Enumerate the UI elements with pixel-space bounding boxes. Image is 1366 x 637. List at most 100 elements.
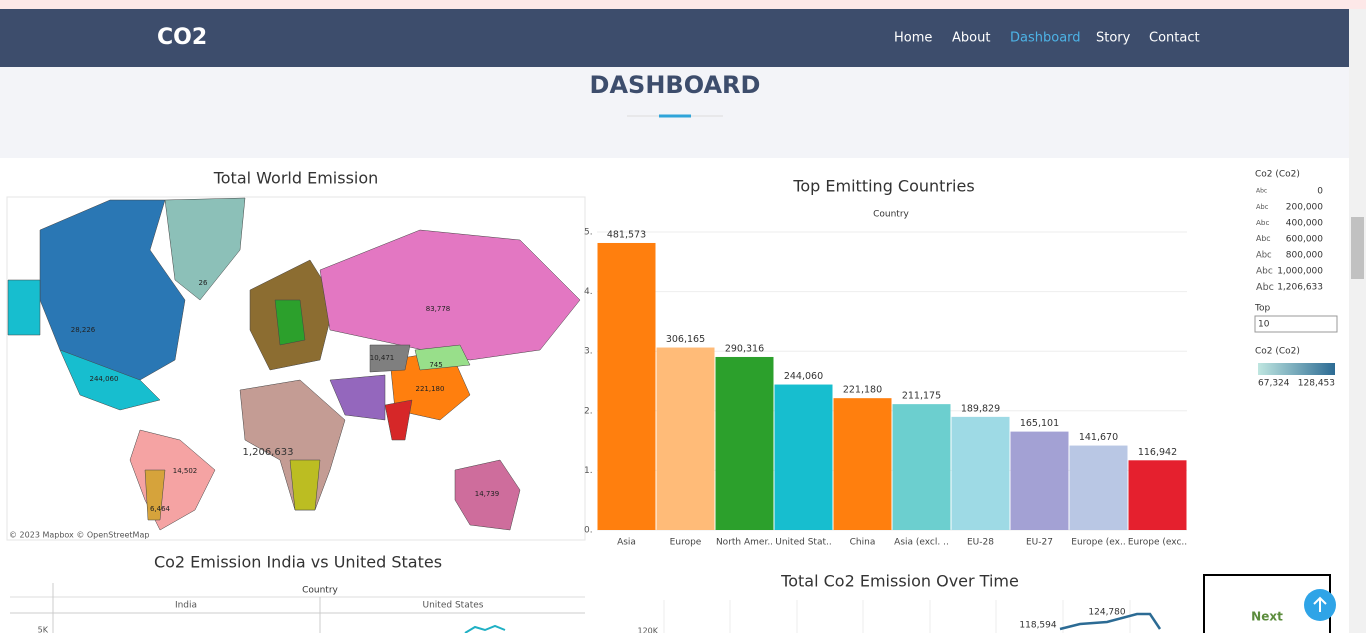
- legend-marker: Abc: [1256, 188, 1267, 195]
- legend-value: 600,000: [1286, 235, 1323, 245]
- value-label: 244,060: [784, 371, 823, 382]
- legend-value: 1,206,633: [1277, 283, 1323, 293]
- heading-band: [0, 67, 1349, 158]
- x-tick-label: Europe (ex..: [1071, 538, 1125, 548]
- value-label: 306,165: [666, 334, 705, 345]
- value-label: 211,175: [902, 391, 941, 402]
- value-label: 481,573: [607, 229, 646, 240]
- legend-marker: Abc: [1256, 203, 1269, 211]
- legend-value: 1,000,000: [1277, 267, 1323, 277]
- value-label: 221,180: [843, 385, 882, 396]
- column-label: United States: [423, 601, 484, 611]
- size-legend: Abc 0 Abc 200,000 Abc 400,000 Abc 600,000 Abc 800…: [1256, 187, 1323, 294]
- bar: [892, 404, 951, 530]
- bar: [656, 347, 715, 530]
- value-label: 116,942: [1138, 447, 1177, 458]
- bar: [951, 416, 1010, 530]
- value-label: 165,101: [1020, 418, 1059, 429]
- map-label: 28,226: [71, 326, 96, 334]
- nav-link[interactable]: Home: [894, 31, 932, 46]
- point-label: 118,594: [1019, 621, 1056, 631]
- map-title: Total World Emission: [213, 169, 379, 188]
- x-tick-label: Europe: [670, 538, 702, 548]
- map-label: 745: [429, 361, 442, 369]
- nav-link[interactable]: About: [952, 31, 990, 46]
- page-heading: DASHBOARD: [590, 71, 761, 99]
- nav-link[interactable]: Story: [1096, 31, 1131, 46]
- y-tick-label: 2.: [584, 406, 593, 416]
- legend-value: 0: [1317, 187, 1323, 197]
- x-tick-label: North Amer..: [716, 538, 773, 548]
- map-label: 14,502: [173, 467, 198, 475]
- bar: [1069, 445, 1128, 530]
- color-min: 67,324: [1258, 379, 1290, 389]
- x-tick-label: United Stat..: [775, 538, 831, 548]
- x-tick-label: EU-27: [1026, 538, 1053, 548]
- map-label: 14,739: [475, 490, 500, 498]
- chart-title: Top Emitting Countries: [792, 177, 974, 196]
- x-tick-label: EU-28: [967, 538, 994, 548]
- series-line: [464, 624, 506, 634]
- bar: [597, 242, 656, 531]
- series-line: [1059, 612, 1162, 631]
- map-label: 26: [199, 279, 208, 287]
- y-tick-label: 1.: [584, 466, 593, 476]
- bar: [1128, 460, 1187, 530]
- bar-chart: Top Emitting Countries Country 0. 1. 2. 3. 4…: [584, 177, 1187, 548]
- legend-value: 200,000: [1286, 203, 1323, 213]
- legend-marker: Abc: [1256, 234, 1271, 243]
- value-label: 189,829: [961, 403, 1000, 414]
- map-label: 244,060: [90, 375, 119, 383]
- y-tick-label: 5K: [38, 626, 49, 634]
- map-label: 83,778: [426, 305, 451, 313]
- panel-title: Total Co2 Emission Over Time: [780, 572, 1019, 591]
- y-tick-label: 4.: [584, 287, 593, 297]
- map-attribution: © 2023 Mapbox © OpenStreetMap: [9, 531, 149, 540]
- navbar: [0, 9, 1349, 67]
- bar: [715, 356, 774, 530]
- map-label: 6,464: [150, 505, 171, 513]
- legend-marker: Abc: [1256, 267, 1273, 277]
- panel-title: Co2 Emission India vs United States: [154, 553, 442, 572]
- map-label: 221,180: [416, 385, 445, 393]
- legend-marker: Abc: [1256, 282, 1274, 293]
- y-tick-label: 3.: [584, 347, 593, 357]
- color-legend-title: Co2 (Co2): [1255, 347, 1300, 357]
- scroll-thumb[interactable]: [1351, 217, 1364, 279]
- nav-link-active[interactable]: Dashboard: [1010, 31, 1081, 46]
- point-label: 124,780: [1088, 608, 1125, 618]
- legend-title: Co2 (Co2): [1255, 170, 1300, 180]
- scrollbar: [1349, 9, 1366, 633]
- bar: [833, 398, 892, 530]
- y-tick-label: 120K: [637, 627, 658, 634]
- top-strip: [0, 0, 1366, 9]
- column-label: India: [175, 601, 197, 611]
- top-value[interactable]: 10: [1258, 320, 1270, 330]
- legend-value: 800,000: [1286, 251, 1323, 261]
- y-tick-label: 5.: [584, 228, 593, 238]
- color-ramp: [1258, 363, 1335, 375]
- nav-link[interactable]: Contact: [1149, 31, 1200, 46]
- legend-value: 400,000: [1286, 219, 1323, 229]
- x-tick-label: China: [850, 538, 876, 548]
- column-header: Country: [302, 586, 338, 596]
- map-label: 1,206,633: [243, 447, 294, 458]
- value-label: 290,316: [725, 343, 764, 354]
- bar: [774, 384, 833, 530]
- map-shapes: [7, 197, 581, 531]
- top-input[interactable]: [1254, 315, 1338, 333]
- x-axis-title: Country: [873, 210, 909, 220]
- map-label: 10,471: [370, 354, 395, 362]
- bar: [1010, 431, 1069, 530]
- top-label: Top: [1254, 304, 1270, 314]
- legend-marker: Abc: [1256, 250, 1272, 260]
- brand[interactable]: CO2: [157, 25, 207, 50]
- x-tick-label: Europe (exc..: [1128, 538, 1187, 548]
- legend-marker: Abc: [1256, 218, 1269, 227]
- value-label: 141,670: [1079, 432, 1118, 443]
- color-max: 128,453: [1298, 379, 1335, 389]
- y-tick-label: 0.: [584, 526, 593, 536]
- next-label[interactable]: Next: [1251, 610, 1283, 624]
- x-tick-label: Asia: [617, 538, 636, 548]
